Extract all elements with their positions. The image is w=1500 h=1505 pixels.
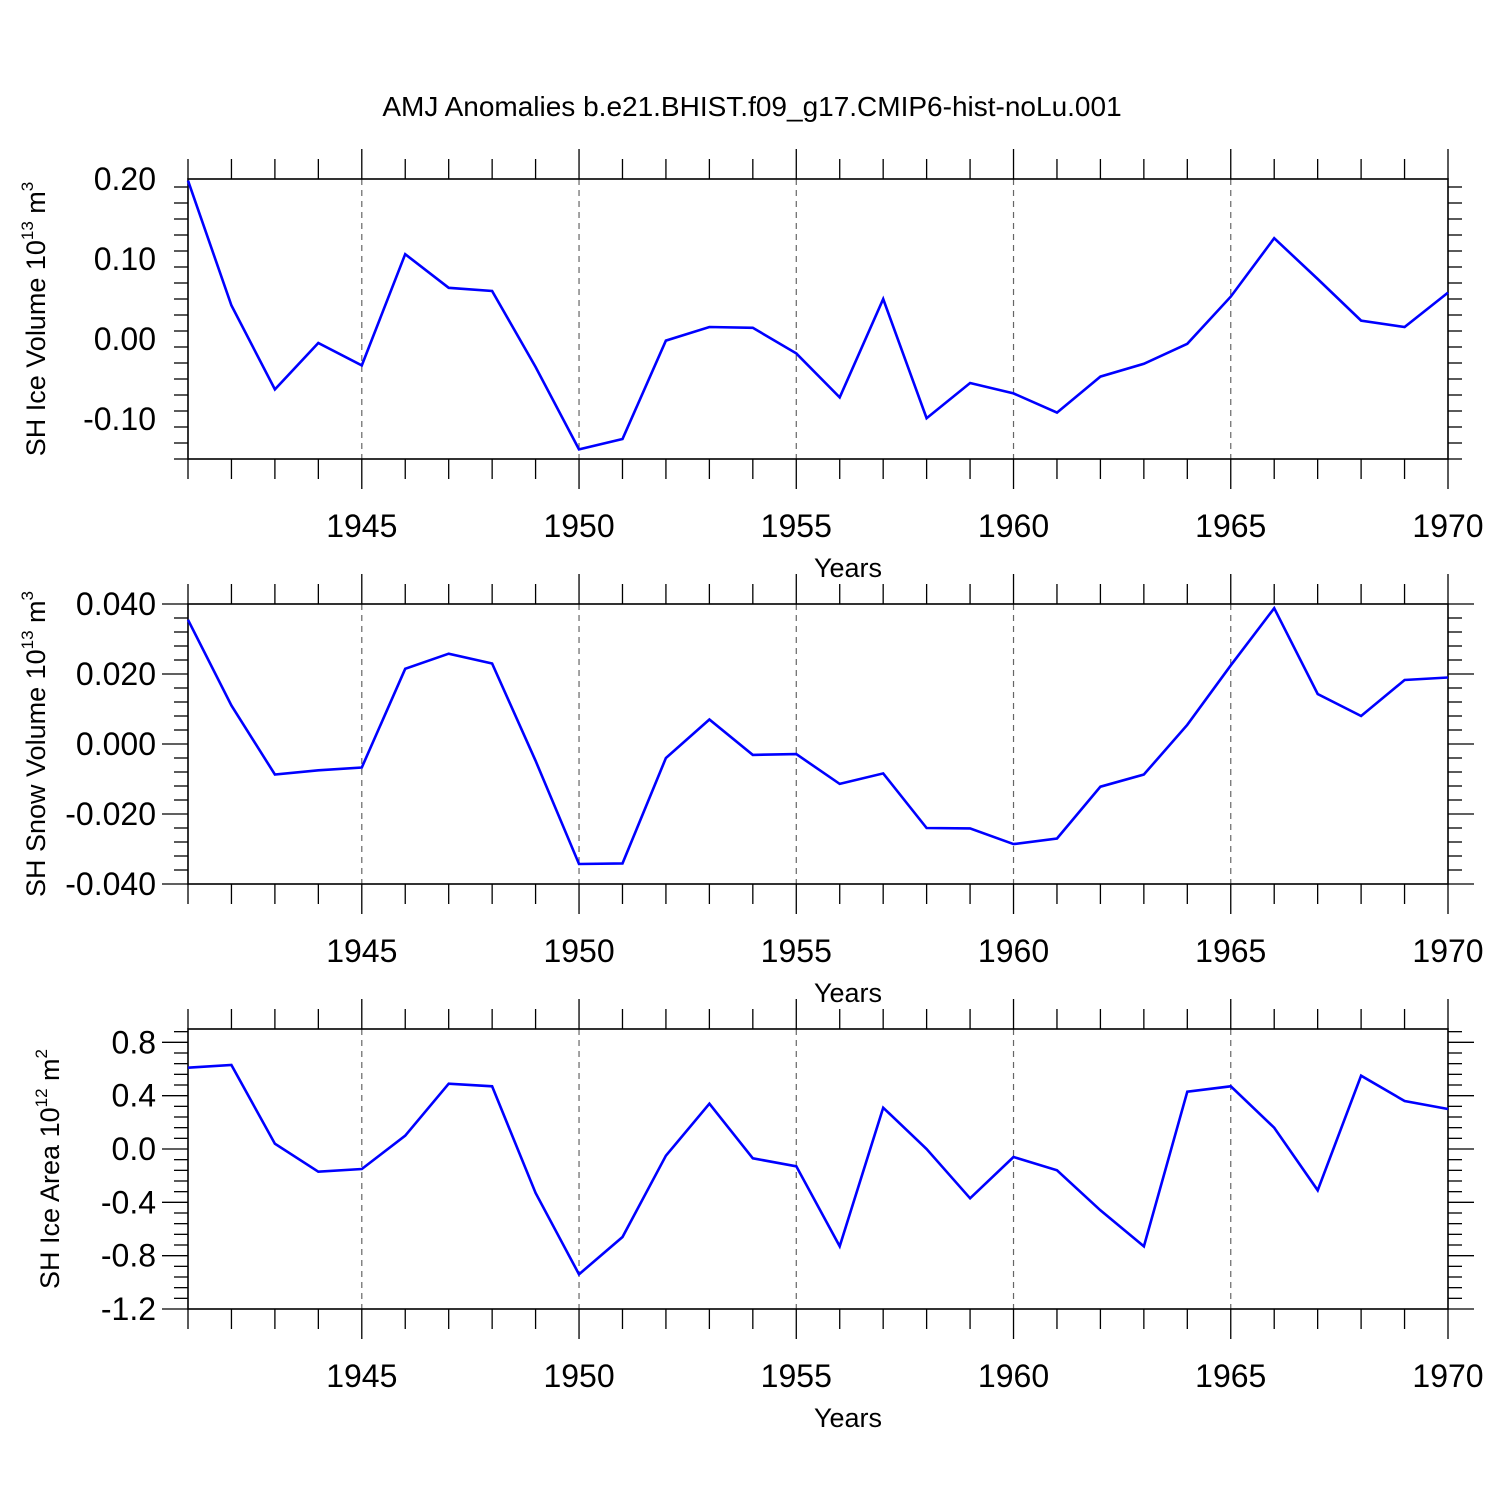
y-tick-label: 0.020 xyxy=(76,656,156,692)
plot-frame xyxy=(187,603,1449,885)
y-axis-label: SH Ice Area 1012 m2 xyxy=(32,1049,65,1289)
series-line xyxy=(186,180,1449,451)
y-tick-label: 0.4 xyxy=(112,1078,156,1114)
x-tick-label: 1965 xyxy=(1195,933,1266,969)
x-tick-label: 1950 xyxy=(543,933,614,969)
x-tick-label: 1970 xyxy=(1412,508,1483,544)
y-tick-label: -0.10 xyxy=(83,401,156,437)
chart-panel-1: -0.10 0.00 0.10 0.20 1945 1950 1955 1960 1965 197… xyxy=(18,149,1484,583)
y-tick-label: -0.040 xyxy=(65,866,156,902)
y-tick-label: 0.00 xyxy=(94,321,156,357)
x-tick-label: 1965 xyxy=(1195,1358,1266,1394)
x-tick-label: 1960 xyxy=(978,933,1049,969)
y-tick-label: -1.2 xyxy=(101,1291,156,1327)
x-tick-label: 1960 xyxy=(978,508,1049,544)
x-tick-label: 1950 xyxy=(543,508,614,544)
plot-frame xyxy=(187,1028,1449,1310)
x-tick-label: 1970 xyxy=(1412,1358,1483,1394)
y-tick-label: 0.0 xyxy=(112,1131,156,1167)
y-tick-label: 0.10 xyxy=(94,241,156,277)
x-axis-label: Years xyxy=(814,978,882,1008)
y-tick-label: 0.8 xyxy=(112,1024,156,1060)
x-tick-label: 1950 xyxy=(543,1358,614,1394)
x-axis-label: Years xyxy=(814,1403,882,1433)
series-line xyxy=(186,605,1449,866)
y-axis-label: SH Ice Volume 1013 m3 xyxy=(18,182,51,457)
series-line xyxy=(187,1063,1449,1277)
y-axis-label: SH Snow Volume 1013 m3 xyxy=(18,591,51,897)
y-tick-label: 0.20 xyxy=(94,161,156,197)
x-tick-label: 1945 xyxy=(326,508,397,544)
x-tick-label: 1955 xyxy=(761,933,832,969)
x-tick-label: 1945 xyxy=(326,933,397,969)
x-tick-label: 1965 xyxy=(1195,508,1266,544)
chart-panel-3: -1.2 -0.8 -0.4 0.0 0.4 0.8 1945 1950 1955 1960 196… xyxy=(32,999,1484,1433)
x-axis-label: Years xyxy=(814,553,882,583)
y-tick-label: -0.4 xyxy=(101,1184,156,1220)
y-tick-label: -0.020 xyxy=(65,796,156,832)
y-tick-label: 0.000 xyxy=(76,726,156,762)
chart-panel-2: -0.040 -0.020 0.000 0.020 0.040 1945 1950 1955 1… xyxy=(18,574,1484,1008)
x-tick-label: 1970 xyxy=(1412,933,1483,969)
chart-title: AMJ Anomalies b.e21.BHIST.f09_g17.CMIP6-… xyxy=(382,91,1121,122)
y-tick-label: -0.8 xyxy=(101,1238,156,1274)
x-tick-label: 1955 xyxy=(761,508,832,544)
plot-frame xyxy=(187,178,1449,460)
x-tick-label: 1960 xyxy=(978,1358,1049,1394)
x-tick-label: 1945 xyxy=(326,1358,397,1394)
x-tick-label: 1955 xyxy=(761,1358,832,1394)
y-tick-label: 0.040 xyxy=(76,586,156,622)
